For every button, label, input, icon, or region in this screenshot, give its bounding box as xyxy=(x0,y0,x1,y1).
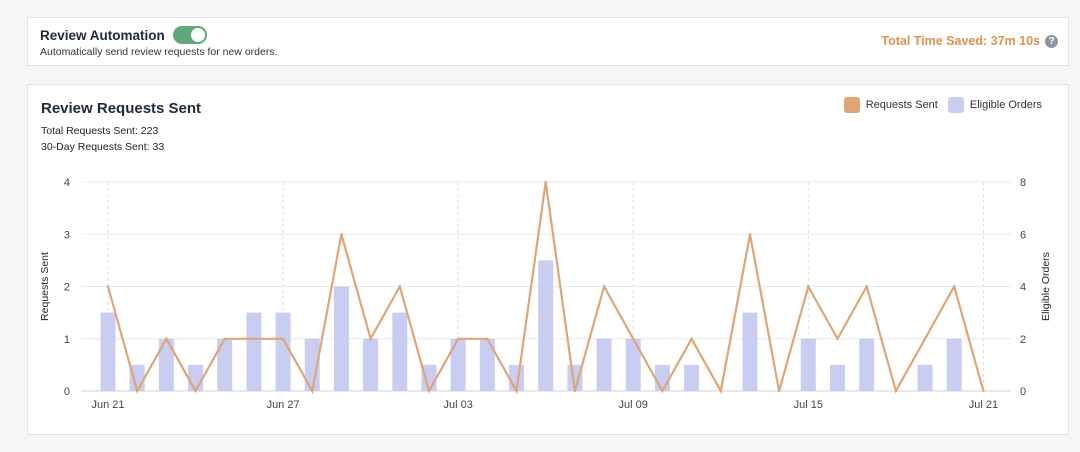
y-tick-label: 0 xyxy=(64,386,70,398)
point-requests-sent xyxy=(223,337,226,340)
point-requests-sent xyxy=(894,389,898,393)
y-right-tick-label: 4 xyxy=(1020,282,1026,294)
point-requests-sent xyxy=(281,337,285,340)
y-right-axis-title: Eligible Orders xyxy=(1040,252,1052,321)
bar-eligible-orders xyxy=(450,338,466,391)
point-requests-sent xyxy=(106,285,110,288)
bar-eligible-orders xyxy=(392,312,408,391)
point-requests-sent xyxy=(165,337,168,340)
y-tick-label: 3 xyxy=(64,229,70,241)
chart-plot: 0 1 2 3 4 0 2 4 6 8 Requests Sent Eligible Orders Ju… xyxy=(39,177,1052,411)
legend-item-eligible-orders[interactable]: Eligible Orders xyxy=(947,97,1042,113)
bar-eligible-orders xyxy=(946,338,962,391)
point-requests-sent xyxy=(777,389,781,393)
bar-eligible-orders xyxy=(246,312,262,391)
x-tick-label: Jul 21 xyxy=(969,399,998,411)
automation-title-row: Review Automation xyxy=(40,26,207,44)
y-right-tick-label: 6 xyxy=(1020,229,1026,241)
y-right-tick-label: 2 xyxy=(1020,334,1026,346)
time-saved: Total Time Saved: 37m 10s ? xyxy=(881,34,1058,48)
chart-title: Review Requests Sent xyxy=(41,100,202,117)
bar-eligible-orders xyxy=(333,286,349,391)
x-tick-label: Jul 15 xyxy=(794,399,823,411)
x-tick-label: Jun 21 xyxy=(91,399,124,411)
point-requests-sent xyxy=(865,285,868,288)
point-requests-sent xyxy=(369,337,372,340)
point-requests-sent xyxy=(719,389,722,393)
point-requests-sent xyxy=(836,337,839,340)
point-requests-sent xyxy=(486,337,489,340)
point-requests-sent xyxy=(602,285,606,288)
point-requests-sent xyxy=(982,389,985,393)
y-tick-label: 2 xyxy=(64,282,70,294)
bar-eligible-orders xyxy=(275,312,291,391)
help-icon[interactable]: ? xyxy=(1045,34,1058,48)
chart-panel: Review Requests Sent Total Requests Sent… xyxy=(27,84,1069,435)
bar-eligible-orders xyxy=(538,260,554,391)
bar-eligible-orders xyxy=(158,338,174,391)
point-requests-sent xyxy=(748,233,752,236)
total-requests-stat: Total Requests Sent: 223 xyxy=(41,125,159,137)
y-axis-title: Requests Sent xyxy=(39,252,51,321)
point-requests-sent xyxy=(515,389,518,393)
bar-eligible-orders xyxy=(217,338,233,391)
point-requests-sent xyxy=(923,337,927,340)
legend-swatch-requests-sent xyxy=(843,97,860,113)
legend-item-requests-sent[interactable]: Requests Sent xyxy=(843,97,938,113)
x-tick-label: Jun 27 xyxy=(267,399,300,411)
y-right-tick-label: 8 xyxy=(1020,177,1026,189)
automation-title: Review Automation xyxy=(40,27,165,43)
x-tick-label: Jul 09 xyxy=(619,399,648,411)
bar-eligible-orders xyxy=(479,338,495,391)
bar-eligible-orders xyxy=(859,338,875,391)
point-requests-sent xyxy=(340,233,343,236)
toggle-knob xyxy=(190,28,205,42)
bar-eligible-orders xyxy=(625,338,641,391)
bar-eligible-orders xyxy=(596,338,612,391)
automation-description: Automatically send review requests for n… xyxy=(40,46,278,58)
point-requests-sent xyxy=(398,285,401,288)
point-requests-sent xyxy=(252,337,256,340)
y-right-tick-label: 0 xyxy=(1020,386,1026,398)
bar-eligible-orders xyxy=(654,364,670,391)
legend-label-eligible-orders: Eligible Orders xyxy=(969,99,1042,111)
point-requests-sent xyxy=(807,285,810,288)
point-requests-sent xyxy=(311,389,314,393)
point-requests-sent xyxy=(427,389,431,393)
automation-toggle[interactable] xyxy=(172,26,207,44)
point-requests-sent xyxy=(573,389,577,393)
point-requests-sent xyxy=(953,285,956,288)
point-requests-sent xyxy=(456,337,460,340)
point-requests-sent xyxy=(544,180,547,184)
time-saved-text: Total Time Saved: 37m 10s xyxy=(881,34,1040,48)
bar-eligible-orders xyxy=(188,364,204,391)
chart-legend: Requests Sent Eligible Orders xyxy=(834,97,1042,113)
automation-panel: Review Automation Automatically send rev… xyxy=(27,17,1069,66)
x-tick-label: Jul 03 xyxy=(443,399,472,411)
point-requests-sent xyxy=(632,337,635,340)
thirty-day-requests-stat: 30-Day Requests Sent: 33 xyxy=(41,141,165,153)
point-requests-sent xyxy=(135,389,139,393)
point-requests-sent xyxy=(690,337,693,340)
bar-eligible-orders xyxy=(100,312,116,391)
bar-eligible-orders xyxy=(684,364,700,391)
bar-eligible-orders xyxy=(742,312,758,391)
point-requests-sent xyxy=(661,389,664,393)
bar-eligible-orders xyxy=(363,338,379,391)
bar-eligible-orders xyxy=(304,338,320,391)
bar-eligible-orders xyxy=(830,364,845,391)
legend-swatch-eligible-orders xyxy=(947,97,964,113)
bar-eligible-orders xyxy=(917,364,933,391)
y-tick-label: 1 xyxy=(64,334,70,346)
bar-eligible-orders xyxy=(800,338,816,391)
legend-label-requests-sent: Requests Sent xyxy=(865,99,938,111)
point-requests-sent xyxy=(194,389,197,393)
y-tick-label: 4 xyxy=(64,177,70,189)
